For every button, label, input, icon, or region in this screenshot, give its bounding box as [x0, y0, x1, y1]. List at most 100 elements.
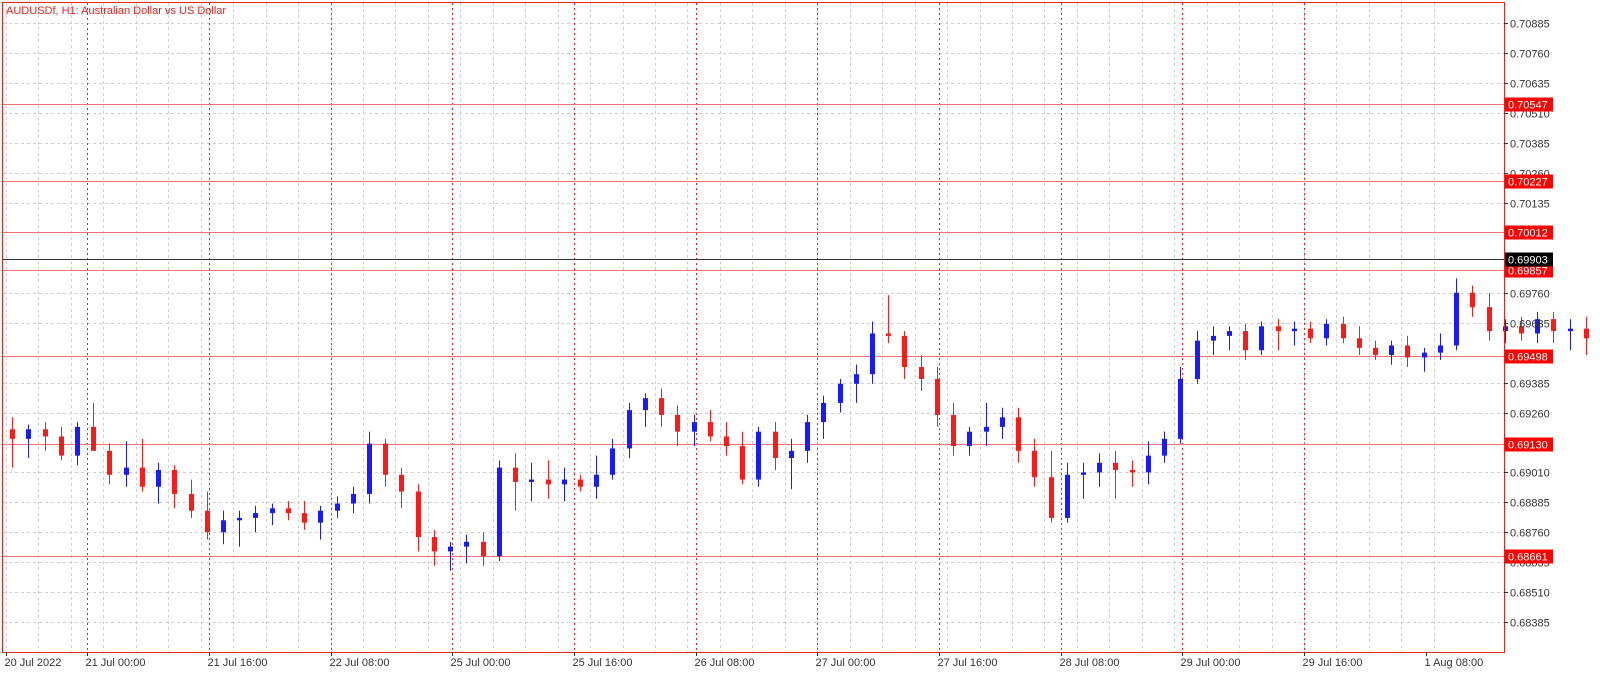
candle-body	[1292, 328, 1297, 332]
candle-body	[643, 398, 648, 411]
candle	[318, 505, 323, 540]
candle-body	[1487, 307, 1492, 332]
candle-body	[221, 520, 226, 533]
candle-body	[497, 467, 502, 557]
time-axis[interactable]: 20 Jul 2022 21 Jul 00:00 21 Jul 16:00 22 Ju…	[5, 652, 1484, 669]
level-price-text: 0.69498	[1508, 352, 1548, 364]
price-tick-label: 0.68885	[1510, 498, 1550, 510]
time-tick-label: 26 Jul 08:00	[695, 657, 755, 669]
candle	[870, 321, 875, 384]
candle-body	[902, 335, 907, 368]
candle	[773, 422, 778, 470]
candle-body	[1373, 347, 1378, 356]
candle-body	[627, 410, 632, 449]
candle-body	[302, 513, 307, 523]
candle	[610, 438, 615, 480]
candle-body	[870, 333, 875, 375]
candle-body	[1259, 326, 1264, 351]
horizontal-levels[interactable]	[3, 104, 1504, 557]
candle-body	[1341, 323, 1346, 339]
candle	[1016, 407, 1021, 463]
candle-body	[529, 479, 534, 482]
candle-body	[740, 446, 745, 480]
candle-body	[1097, 462, 1102, 473]
candle-body	[1016, 417, 1021, 451]
candle	[107, 443, 112, 485]
candle	[432, 529, 437, 566]
price-tick-label: 0.68385	[1510, 618, 1550, 630]
candle-body	[1422, 352, 1427, 358]
candle-body	[205, 510, 210, 533]
candle	[253, 505, 258, 533]
candle	[124, 441, 129, 487]
candle-body	[140, 467, 145, 487]
candle	[659, 388, 664, 427]
candle-body	[1438, 345, 1443, 353]
candle-body	[1454, 292, 1459, 346]
candle	[1130, 460, 1135, 487]
candle-body	[1146, 455, 1151, 473]
candle	[1519, 316, 1524, 341]
candle	[1065, 462, 1070, 523]
price-tick-label: 0.70885	[1510, 19, 1550, 31]
candle-body	[935, 378, 940, 415]
price-tick-label: 0.68510	[1510, 588, 1550, 600]
candle	[1568, 319, 1573, 351]
candle	[10, 417, 15, 468]
candle-body	[1178, 378, 1183, 439]
grid	[3, 3, 1504, 652]
time-tick-label: 21 Jul 00:00	[86, 657, 146, 669]
candle-body	[1551, 319, 1556, 332]
candle	[237, 510, 242, 547]
candle	[886, 295, 891, 344]
candle	[205, 491, 210, 540]
candle-body	[1568, 328, 1573, 332]
candle-body	[1211, 335, 1216, 341]
current-price-text: 0.69903	[1508, 255, 1548, 267]
candle-body	[1470, 292, 1475, 308]
level-price-tag	[1505, 174, 1553, 189]
candle	[1032, 438, 1037, 487]
price-tick-label: 0.69385	[1510, 379, 1550, 391]
candle-body	[1130, 469, 1135, 473]
current-price-tag	[1505, 252, 1553, 267]
candle-body	[335, 503, 340, 511]
candle	[919, 355, 924, 391]
candle	[1292, 321, 1297, 346]
candle-body	[1503, 326, 1508, 332]
candle-body	[464, 541, 469, 547]
candle-body	[951, 414, 956, 447]
candle	[708, 410, 713, 442]
candle	[562, 467, 567, 502]
candle	[578, 474, 583, 492]
candle	[951, 402, 956, 456]
candle-body	[886, 333, 891, 336]
candle-body	[318, 510, 323, 523]
time-tick-label: 29 Jul 16:00	[1303, 657, 1363, 669]
candle-body	[1000, 417, 1005, 427]
level-price-text: 0.70227	[1508, 177, 1548, 189]
candle	[1227, 326, 1232, 351]
candle-body	[773, 431, 778, 459]
price-tick-label: 0.70385	[1510, 139, 1550, 151]
candle-body	[546, 479, 551, 485]
candle	[1470, 285, 1475, 317]
candle-body	[367, 443, 372, 494]
candle-body	[610, 448, 615, 475]
price-tick-label: 0.70635	[1510, 79, 1550, 91]
candle-body	[124, 467, 129, 475]
candle	[156, 462, 161, 504]
candle-body	[26, 429, 31, 439]
candle-body	[724, 436, 729, 447]
candle	[643, 393, 648, 427]
candle-body	[172, 469, 177, 494]
candle	[1341, 316, 1346, 344]
candle	[351, 486, 356, 514]
candle-body	[1357, 338, 1362, 348]
candle-body	[984, 426, 989, 432]
candle-body	[59, 436, 64, 456]
level-price-tag	[1505, 437, 1553, 452]
candle-body	[821, 402, 826, 423]
candle	[367, 431, 372, 504]
